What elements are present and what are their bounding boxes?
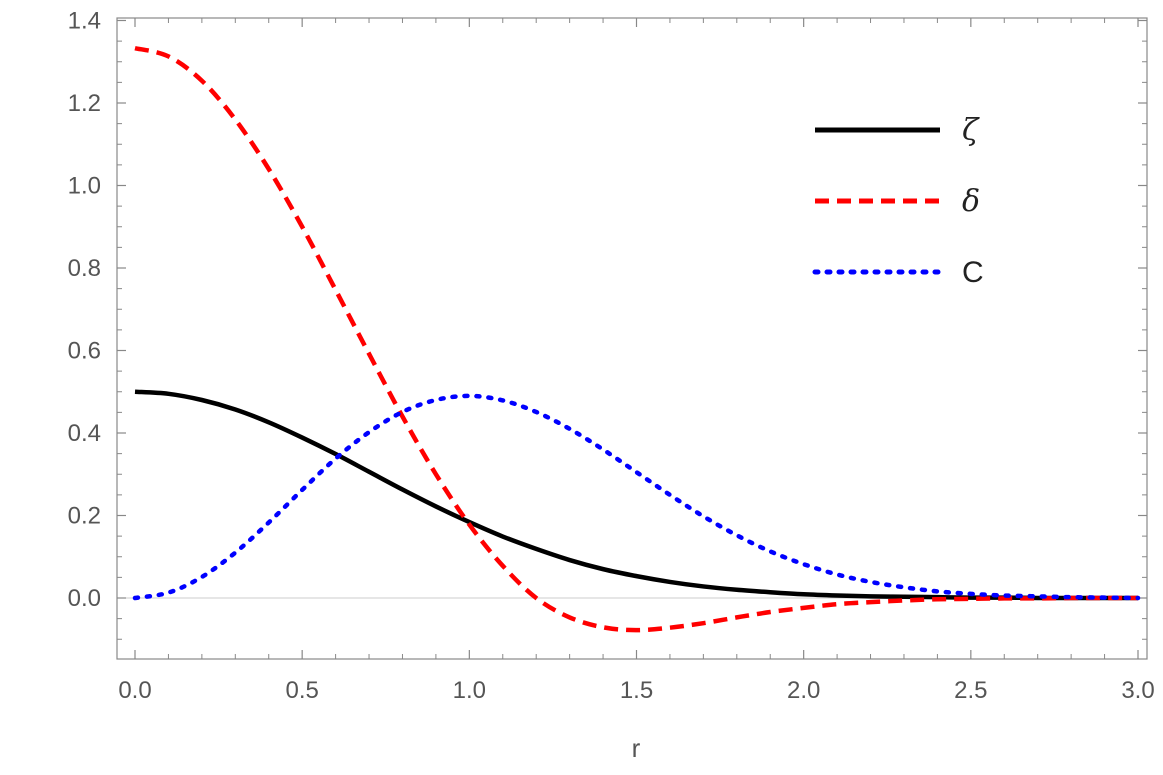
y-tick-label: 0.2 [68, 503, 101, 530]
x-tick-label: 2.0 [787, 677, 820, 704]
y-tick-label: 1.2 [68, 90, 101, 117]
series-line-1 [134, 45, 1138, 633]
y-tick-label: 0.6 [68, 338, 101, 365]
y-tick-label: 0.0 [68, 585, 101, 612]
y-tick-label: 0.8 [68, 255, 101, 282]
series-layer [132, 45, 1141, 633]
x-tick-label: 2.5 [954, 677, 987, 704]
x-axis-label: r [632, 733, 641, 763]
x-tick-label: 3.0 [1121, 677, 1154, 704]
x-tick-label: 1.0 [453, 677, 486, 704]
y-tick-label: 0.4 [68, 420, 101, 447]
y-tick-label: 1.4 [68, 8, 101, 35]
legend-label-0: ζ [962, 113, 980, 148]
legend-label-2: C [962, 256, 984, 289]
series-line-2 [132, 393, 1141, 601]
x-tick-label: 0.5 [285, 677, 318, 704]
axis-ticks [117, 18, 1147, 659]
x-tick-label: 0.0 [118, 677, 151, 704]
legend: ζ δ C [812, 113, 984, 289]
axis-tick-labels: 0.0 0.5 1.0 1.5 2.0 2.5 3.0 0.0 0.2 0.4 0.6 0.8 1.0 1… [68, 8, 1155, 705]
x-tick-label: 1.5 [620, 677, 653, 704]
plot-area-frame [116, 17, 1148, 660]
series-line-0 [134, 389, 1138, 601]
legend-label-1: δ [962, 184, 980, 219]
y-tick-label: 1.0 [68, 173, 101, 200]
